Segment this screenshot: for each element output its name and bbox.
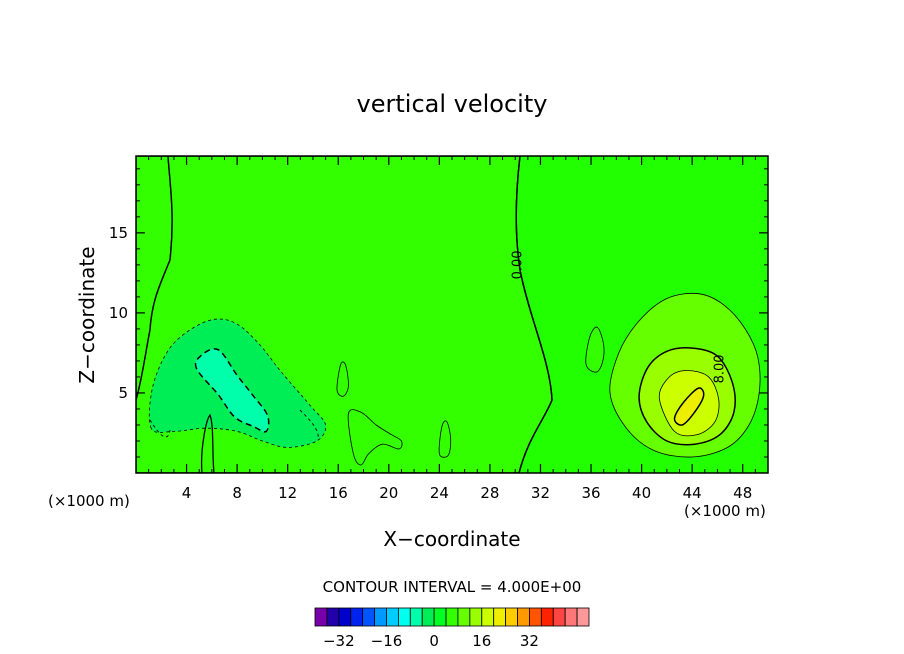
x-tick-label: 16 — [329, 484, 348, 502]
x-tick-label: 4 — [182, 484, 192, 502]
colorbar-swatch — [493, 607, 507, 627]
chart-title: vertical velocity — [357, 90, 548, 118]
colorbar-swatch — [481, 607, 495, 627]
zero-line-right — [515, 156, 553, 473]
colorbar-swatch — [314, 607, 328, 627]
downdraft-inner — [194, 348, 270, 433]
colorbar-tick-label: 32 — [520, 632, 539, 650]
x-tick-label: 32 — [531, 484, 550, 502]
y-tick-label: 5 — [118, 384, 128, 402]
x-unit-left: (×1000 m) — [48, 492, 130, 510]
y-axis-label: Z−coordinate — [75, 246, 99, 383]
colorbar-swatch — [540, 607, 554, 627]
colorbar-swatch — [505, 607, 518, 627]
colorbar-swatch — [397, 607, 411, 627]
colorbar-swatch — [362, 607, 375, 627]
colorbar-swatch — [552, 607, 566, 627]
x-axis-label: X−coordinate — [383, 527, 520, 551]
updraft-blob-16 — [336, 361, 349, 397]
colorbar-swatch — [338, 607, 352, 627]
x-tick-label: 12 — [278, 484, 297, 502]
colorbar-swatch — [576, 607, 590, 627]
contour-label-0: 0.00 — [511, 250, 526, 279]
colorbar-tick-label: 16 — [472, 632, 491, 650]
colorbar-swatch — [374, 607, 387, 627]
updraft-blob-24 — [438, 420, 452, 458]
y-tick-label: 15 — [109, 224, 128, 242]
x-tick-label: 20 — [379, 484, 398, 502]
colorbar-swatch — [350, 607, 364, 627]
colorbar-swatch — [445, 607, 459, 627]
updraft-blob-36 — [585, 326, 605, 373]
x-tick-label: 40 — [632, 484, 651, 502]
colorbar-swatch — [517, 607, 530, 627]
y-tick-label: 10 — [109, 304, 128, 322]
colorbar-swatch — [386, 607, 399, 627]
x-unit-right: (×1000 m) — [684, 502, 766, 520]
colorbar-swatch — [409, 607, 423, 627]
colorbar-swatch — [421, 607, 435, 627]
x-tick-label: 24 — [430, 484, 449, 502]
colorbar-swatch — [529, 607, 542, 627]
contour-label-1: 8.00 — [713, 354, 728, 383]
updraft-lower-contour — [200, 413, 215, 473]
colorbar-tick-label: −32 — [323, 632, 355, 650]
colorbar-swatch — [564, 607, 578, 627]
x-tick-label: 36 — [581, 484, 600, 502]
colorbar-swatch — [469, 607, 483, 627]
colorbar-swatch — [457, 607, 471, 627]
updraft-strip-18 — [347, 409, 403, 466]
x-tick-label: 44 — [683, 484, 702, 502]
x-tick-label: 8 — [232, 484, 242, 502]
x-tick-label: 48 — [733, 484, 752, 502]
colorbar-swatch — [326, 607, 340, 627]
x-tick-label: 28 — [480, 484, 499, 502]
colorbar: −32 −16 0 16 32 — [314, 607, 590, 650]
colorbar-swatch — [433, 607, 447, 627]
updraft-core — [673, 387, 705, 426]
colorbar-tick-label: 0 — [429, 632, 439, 650]
downdraft-dashed-contours — [149, 409, 319, 441]
contour-labels: 0.00 8.00 — [511, 250, 728, 383]
colorbar-tick-label: −16 — [371, 632, 403, 650]
contour-regions — [148, 292, 761, 466]
contour-interval-text: CONTOUR INTERVAL = 4.000E+00 — [323, 578, 582, 596]
